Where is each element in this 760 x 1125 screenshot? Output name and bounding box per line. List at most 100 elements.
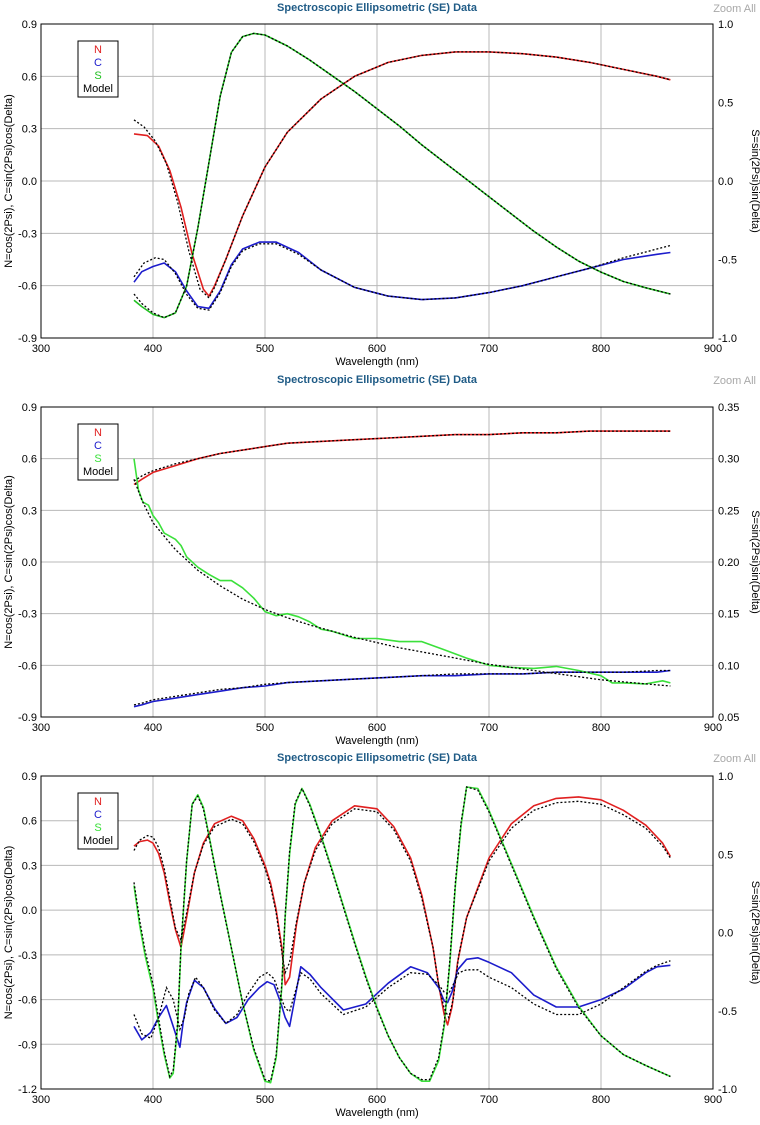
legend-entry-s: S xyxy=(94,70,101,82)
x-tick-label: 800 xyxy=(592,343,610,355)
x-tick-label: 300 xyxy=(32,1094,50,1106)
y-tick-label: 0.0 xyxy=(22,557,37,569)
y-axis-label: N=cos(2Psi), C=sin(2Psi)cos(Delta) xyxy=(3,475,15,649)
y-tick-label: -0.3 xyxy=(18,228,37,240)
zoom-all-button[interactable]: Zoom All xyxy=(713,753,756,765)
y-tick-label: 0.3 xyxy=(22,505,37,517)
y2-tick-label: 0.10 xyxy=(718,660,739,672)
y2-tick-label: 0.25 xyxy=(718,505,739,517)
y-tick-label: 0.6 xyxy=(22,454,37,466)
y-tick-label: 0.6 xyxy=(22,71,37,83)
se-chart-1: Spectroscopic Ellipsometric (SE) Data Zoo… xyxy=(0,0,760,372)
model-C-line xyxy=(133,669,671,706)
model-N-line xyxy=(133,430,671,482)
series-S-line xyxy=(133,786,671,1084)
y-axis-label: N=cos(2Psi), C=sin(2Psi)cos(Delta) xyxy=(3,94,15,268)
x-tick-label: 400 xyxy=(144,722,162,734)
zoom-all-button[interactable]: Zoom All xyxy=(713,375,756,387)
model-S-line xyxy=(133,786,671,1083)
x-tick-label: 800 xyxy=(592,722,610,734)
legend-entry-model: Model xyxy=(83,83,113,95)
y2-tick-label: 1.0 xyxy=(718,19,733,31)
y-tick-label: 0.0 xyxy=(22,905,37,917)
legend-entry-c: C xyxy=(94,809,102,821)
y-tick-label: -0.3 xyxy=(18,950,37,962)
y-axis-label: N=cos(2Psi), C=sin(2Psi)cos(Delta) xyxy=(3,846,15,1020)
y2-tick-label: 0.05 xyxy=(718,712,739,724)
y2-tick-label: 0.35 xyxy=(718,402,739,414)
x-tick-label: 500 xyxy=(256,1094,274,1106)
legend-box xyxy=(77,423,119,481)
y2-axis-label: S=sin(2Psi)sin(Delta) xyxy=(749,129,760,233)
y-tick-label: -0.9 xyxy=(18,1039,37,1051)
chart-title: Spectroscopic Ellipsometric (SE) Data xyxy=(277,752,478,764)
y2-tick-label: 0.20 xyxy=(718,557,739,569)
y-tick-label: 0.0 xyxy=(22,176,37,188)
x-tick-label: 900 xyxy=(704,343,722,355)
plot-lines xyxy=(133,32,671,319)
legend-entry-model: Model xyxy=(83,466,113,478)
y2-axis-label: S=sin(2Psi)sin(Delta) xyxy=(749,510,760,614)
y2-tick-label: -1.0 xyxy=(718,333,737,345)
y2-tick-label: -1.0 xyxy=(718,1084,737,1096)
x-tick-label: 700 xyxy=(480,1094,498,1106)
legend-entry-s: S xyxy=(94,822,101,834)
y-tick-label: 0.9 xyxy=(22,402,37,414)
x-tick-label: 300 xyxy=(32,343,50,355)
series-S-line xyxy=(133,458,671,685)
legend-entry-s: S xyxy=(94,453,101,465)
y-tick-label: -0.6 xyxy=(18,995,37,1007)
legend-entry-n: N xyxy=(94,427,102,439)
se-chart-3: Spectroscopic Ellipsometric (SE) Data Zoo… xyxy=(0,750,760,1125)
legend-entry-c: C xyxy=(94,440,102,452)
y2-tick-label: -0.5 xyxy=(718,1006,737,1018)
y-tick-label: -0.9 xyxy=(18,333,37,345)
y2-tick-label: 0.0 xyxy=(718,176,733,188)
y2-axis-label: S=sin(2Psi)sin(Delta) xyxy=(749,881,760,985)
x-tick-label: 500 xyxy=(256,343,274,355)
y-tick-label: 0.9 xyxy=(22,19,37,31)
y-tick-label: 0.3 xyxy=(22,124,37,136)
x-tick-label: 400 xyxy=(144,1094,162,1106)
y2-tick-label: 1.0 xyxy=(718,771,733,783)
legend-box xyxy=(77,792,119,850)
y-tick-label: -0.6 xyxy=(18,281,37,293)
y2-tick-label: 0.0 xyxy=(718,928,733,940)
series-C-line xyxy=(133,241,671,310)
model-S-line xyxy=(133,32,671,319)
x-tick-label: 700 xyxy=(480,343,498,355)
plot-frame xyxy=(40,23,714,339)
legend-entry-c: C xyxy=(94,57,102,69)
x-tick-label: 400 xyxy=(144,343,162,355)
x-tick-label: 900 xyxy=(704,1094,722,1106)
y2-tick-label: 0.5 xyxy=(718,98,733,110)
x-tick-label: 600 xyxy=(368,343,386,355)
y-tick-label: 0.6 xyxy=(22,816,37,828)
plot-lines xyxy=(133,430,671,708)
model-C-line xyxy=(133,243,671,311)
series-C-line xyxy=(133,669,671,708)
y-tick-label: -0.9 xyxy=(18,712,37,724)
x-tick-label: 500 xyxy=(256,722,274,734)
x-tick-label: 900 xyxy=(704,722,722,734)
plot-lines xyxy=(133,786,672,1084)
y-tick-label: 0.3 xyxy=(22,860,37,872)
y2-tick-label: 0.5 xyxy=(718,849,733,861)
x-tick-label: 800 xyxy=(592,1094,610,1106)
y-tick-label: 0.9 xyxy=(22,771,37,783)
series-N-line xyxy=(133,796,672,1026)
x-tick-label: 600 xyxy=(368,722,386,734)
legend-entry-n: N xyxy=(94,796,102,808)
x-axis-label: Wavelength (nm) xyxy=(335,1107,418,1119)
x-tick-label: 300 xyxy=(32,722,50,734)
se-chart-1-svg: Spectroscopic Ellipsometric (SE) Data Zoo… xyxy=(3,2,760,368)
zoom-all-button[interactable]: Zoom All xyxy=(713,3,756,15)
y2-tick-label: 0.30 xyxy=(718,454,739,466)
legend-entry-n: N xyxy=(94,44,102,56)
model-N-line xyxy=(133,51,671,299)
y-tick-label: -0.3 xyxy=(18,609,37,621)
se-chart-3-svg: Spectroscopic Ellipsometric (SE) Data Zoo… xyxy=(3,752,760,1119)
chart-title: Spectroscopic Ellipsometric (SE) Data xyxy=(277,2,478,14)
x-tick-label: 700 xyxy=(480,722,498,734)
x-axis-label: Wavelength (nm) xyxy=(335,735,418,747)
